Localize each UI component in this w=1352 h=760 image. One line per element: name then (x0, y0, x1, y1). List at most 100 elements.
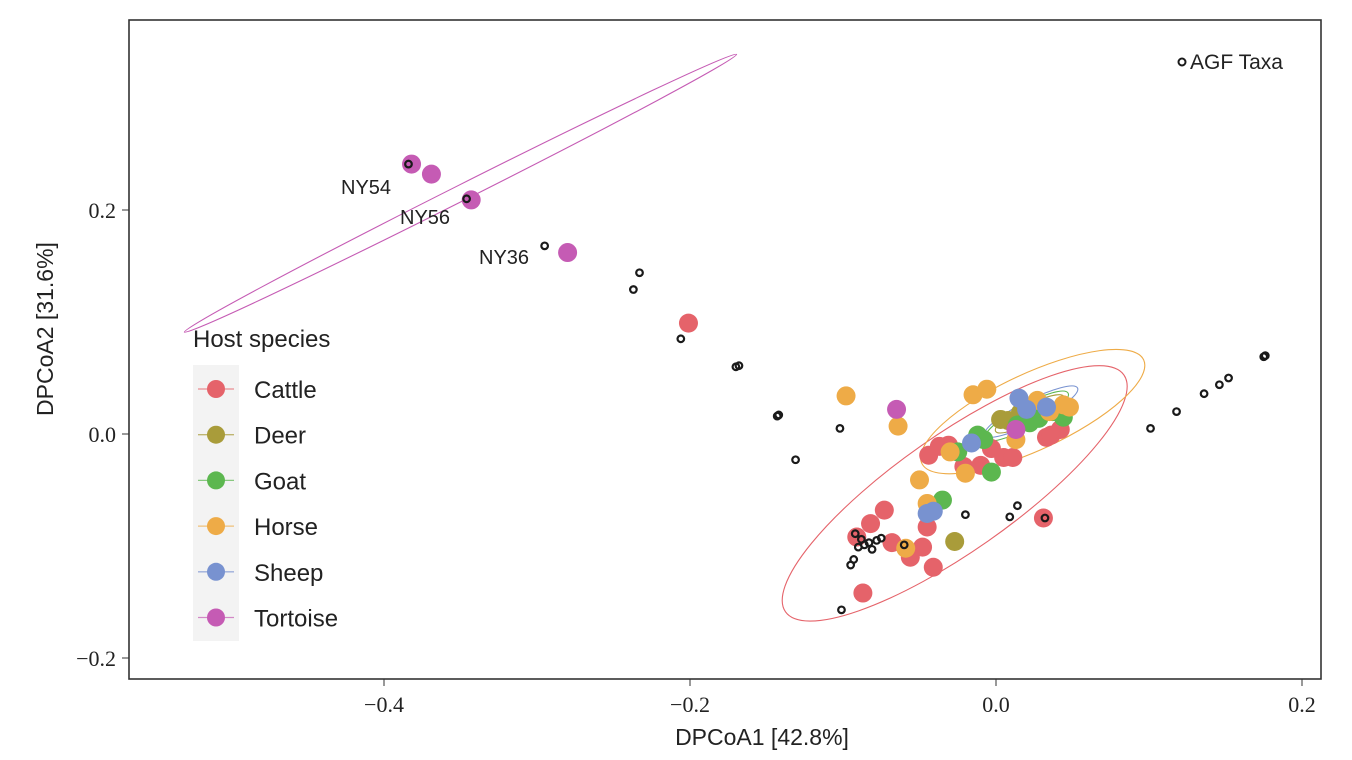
agf-taxon-point (1146, 424, 1155, 433)
agf-taxon-point (1013, 501, 1022, 511)
point-tortoise (421, 164, 441, 184)
x-tick-label: −0.2 (670, 692, 710, 717)
agf-taxon-point (791, 455, 800, 465)
legend-marker (207, 608, 225, 627)
point-sheep (923, 501, 943, 521)
point-cattle (861, 514, 881, 534)
agf-taxa-points (404, 159, 1270, 615)
agf-taxon-point (734, 361, 744, 371)
legend-item-horse: Horse (198, 514, 318, 541)
agf-taxon-point (1172, 407, 1181, 417)
point-horse (977, 379, 997, 399)
confidence-ellipses (183, 53, 1146, 622)
agf-taxon-point (676, 334, 686, 344)
y-tick-label: 0.0 (89, 422, 117, 447)
agf-taxon-point (1040, 513, 1050, 523)
agf-taxon-point (849, 555, 859, 564)
point-deer (945, 532, 965, 552)
legend-item-cattle: Cattle (198, 377, 317, 404)
y-tick-label: −0.2 (76, 646, 116, 671)
legend-title: Host species (193, 326, 330, 353)
x-axis: −0.4 −0.2 0.0 0.2 (364, 679, 1316, 717)
agf-taxon-point (837, 605, 846, 615)
agf-taxon-point (867, 544, 877, 554)
legend-label: Deer (254, 423, 306, 450)
point-horse (955, 463, 975, 483)
agf-taxon-point (628, 285, 638, 294)
y-tick-label: 0.2 (89, 198, 117, 223)
agf-taxon-point (1005, 512, 1015, 522)
legend-item-deer: Deer (198, 423, 306, 450)
point-horse (888, 416, 908, 436)
agf-taxon-point (540, 241, 550, 251)
agf-taxon-point (1214, 380, 1224, 390)
legend-item-sheep: Sheep (198, 560, 323, 587)
agf-taxon-point (462, 194, 472, 204)
point-cattle (1041, 425, 1061, 445)
taxa-legend-marker (1177, 57, 1187, 67)
x-axis-title: DPCoA1 [42.8%] (675, 724, 849, 750)
host-species-legend: Host species Cattle Deer Goat Horse Sheep Tor… (193, 326, 338, 641)
point-sheep (962, 433, 982, 453)
agf-taxon-point (864, 538, 874, 548)
point-horse (1059, 397, 1079, 417)
legend-marker (207, 517, 225, 536)
label-ny54: NY54 (341, 177, 391, 199)
point-horse (910, 470, 929, 490)
x-tick-label: 0.0 (982, 692, 1010, 717)
ellipse-cattle (781, 365, 1128, 622)
agf-taxon-point (1259, 352, 1269, 362)
legend-marker (207, 562, 225, 581)
agf-taxon-point (774, 410, 784, 420)
agf-taxon-point (876, 533, 886, 543)
label-ny36: NY36 (479, 247, 529, 269)
agf-taxon-point (961, 510, 970, 520)
agf-taxon-point (850, 529, 860, 539)
legend-marker (207, 425, 225, 444)
agf-taxon-point (635, 268, 644, 278)
point-tortoise (1006, 420, 1026, 440)
point-cattle (1033, 508, 1053, 528)
point-horse (940, 442, 960, 462)
agf-taxon-point (899, 540, 909, 550)
point-sheep (1036, 397, 1056, 417)
agf-taxon-point (1224, 373, 1233, 383)
legend-label: Cattle (254, 377, 317, 404)
point-cattle (917, 517, 937, 537)
legend-marker (207, 471, 225, 490)
legend-label: Goat (254, 468, 306, 495)
legend-key-background (193, 365, 239, 641)
sample-points (402, 154, 1079, 603)
point-horse (836, 386, 856, 406)
x-tick-label: −0.4 (364, 692, 404, 717)
point-cattle (678, 313, 698, 333)
point-goat (981, 462, 1001, 482)
y-axis: −0.2 0.0 0.2 (76, 198, 129, 671)
legend-item-goat: Goat (198, 468, 306, 495)
point-sheep (1017, 399, 1037, 419)
sample-labels: NY54 NY56 NY36 (341, 177, 529, 269)
ellipse-tortoise (183, 53, 738, 333)
label-ny56: NY56 (400, 207, 450, 229)
taxa-legend: AGF Taxa (1177, 51, 1283, 74)
legend-marker (207, 380, 225, 398)
point-tortoise (558, 243, 578, 263)
legend-item-tortoise: Tortoise (198, 606, 338, 633)
point-cattle (913, 537, 933, 557)
taxa-legend-label: AGF Taxa (1190, 51, 1283, 74)
y-axis-title: DPCoA2 [31.6%] (32, 242, 58, 416)
agf-taxon-point (1199, 389, 1209, 399)
legend-label: Horse (254, 514, 318, 541)
point-cattle (1003, 448, 1023, 468)
agf-taxon-point (404, 159, 413, 169)
point-cattle (923, 557, 943, 577)
legend-label: Sheep (254, 560, 323, 587)
plot-frame (128, 19, 1322, 680)
x-tick-label: 0.2 (1288, 692, 1316, 717)
point-tortoise (887, 399, 907, 419)
point-cattle (853, 583, 873, 603)
agf-taxon-point (835, 424, 845, 433)
point-cattle (874, 500, 894, 520)
legend-label: Tortoise (254, 606, 338, 633)
